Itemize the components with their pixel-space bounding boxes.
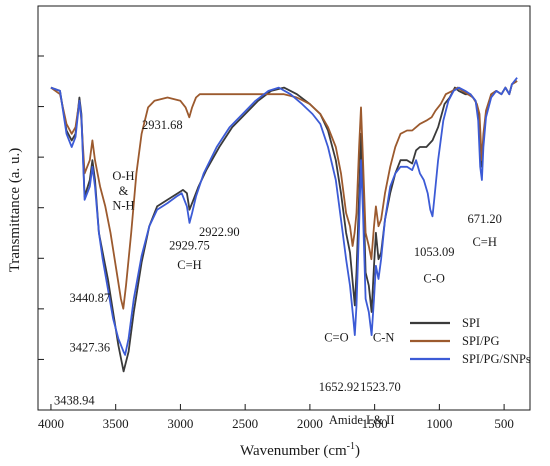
x-tick-label: 3500 — [103, 416, 129, 431]
annotation-label: C=H — [177, 258, 201, 272]
axis-ticks — [38, 55, 505, 410]
x-tick-label: 2500 — [232, 416, 258, 431]
annotation-label: 1652.92 — [319, 380, 360, 394]
x-tick-label: 500 — [494, 416, 514, 431]
x-tick-label: 1000 — [426, 416, 452, 431]
legend: SPI SPI/PG SPI/PG/SNPs — [410, 316, 531, 366]
annotation-label: 1053.09 — [414, 245, 455, 259]
annotation-label: 3440.87 — [69, 291, 110, 305]
annotation-label: N-H — [112, 199, 134, 213]
annotation-label: O-H — [112, 169, 134, 183]
annotation-label: 2931.68 — [142, 118, 183, 132]
x-tick-label: 3000 — [167, 416, 193, 431]
annotation-label: C=O — [324, 331, 348, 345]
series-line-spi — [50, 80, 518, 373]
legend-label-spi: SPI — [462, 316, 480, 330]
annotation-label: 3427.36 — [69, 341, 110, 355]
x-tick-label: 4000 — [38, 416, 64, 431]
y-axis-title: Transmittance (a. u.) — [7, 148, 23, 272]
annotation-label: 2922.90 — [199, 225, 240, 239]
annotation-label: 3438.94 — [54, 393, 95, 407]
series-layer — [50, 77, 518, 373]
legend-label-spi-pg: SPI/PG — [462, 334, 500, 348]
annotation-label: Amide I & II — [329, 413, 395, 427]
annotation-label: 671.20 — [467, 212, 501, 226]
legend-label-spi-pg-snps: SPI/PG/SNPs — [462, 352, 531, 366]
x-axis-title: Wavenumber (cm-1) — [240, 441, 360, 459]
x-tick-labels: 4000 3500 3000 2500 2000 1500 1000 500 — [38, 416, 514, 431]
annotation-label: & — [119, 184, 129, 198]
annotation-label: C-O — [423, 271, 445, 285]
annotation-label: 1523.70 — [360, 380, 401, 394]
annotation-label: C=H — [472, 235, 496, 249]
annotation-label: C-N — [373, 331, 395, 345]
annotation-label: 2929.75 — [169, 238, 210, 252]
x-tick-label: 1500 — [362, 416, 388, 431]
series-line-spi-pg — [50, 80, 518, 310]
x-tick-label: 2000 — [297, 416, 323, 431]
series-line-spi-pg-snps — [50, 77, 518, 356]
